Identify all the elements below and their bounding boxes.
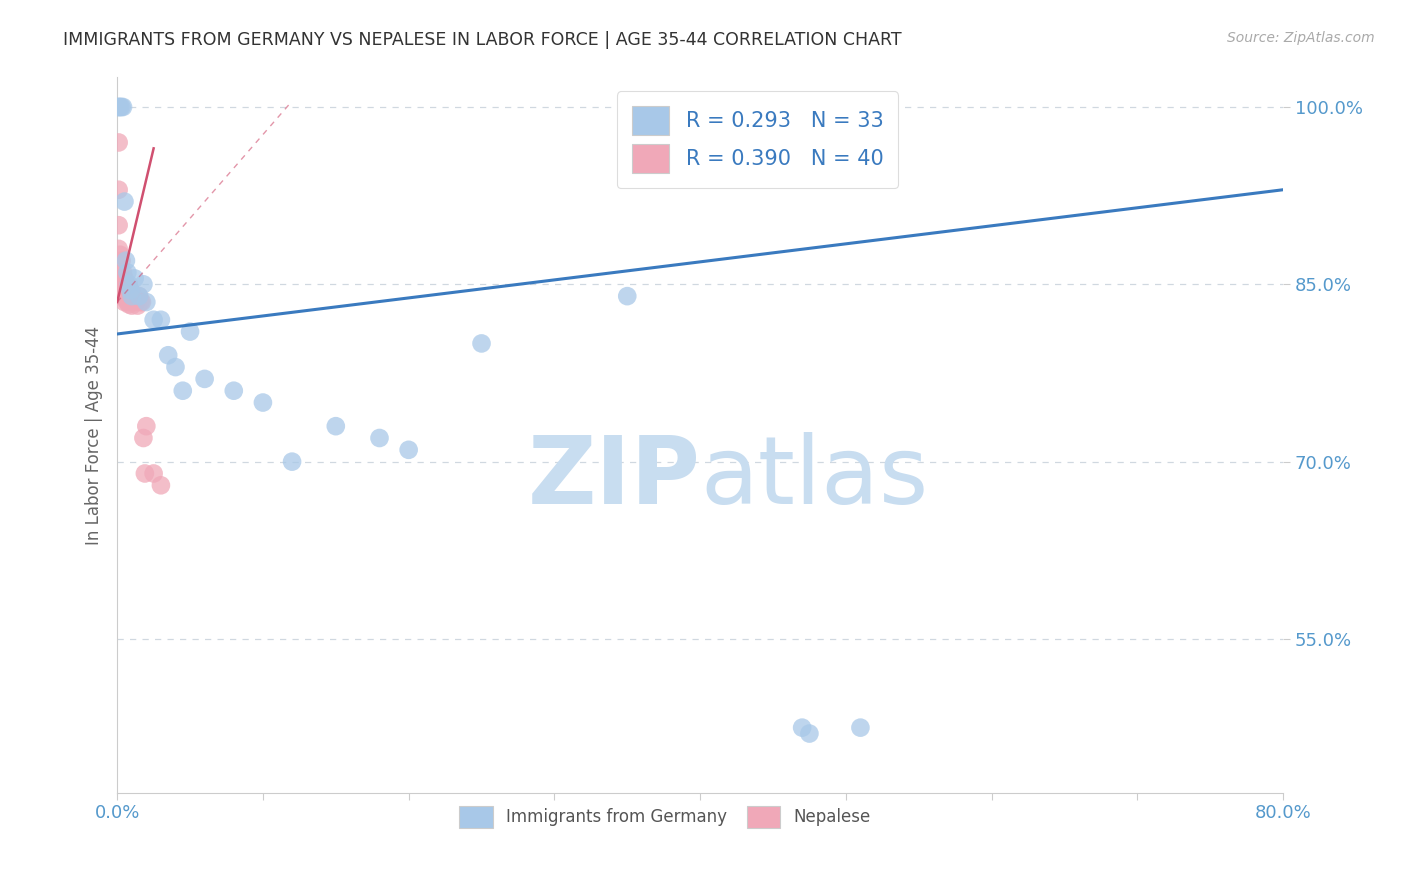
Point [124, 292, 146, 306]
Point [118, 277, 141, 292]
Point [114, 295, 136, 310]
Point [149, 313, 172, 327]
Point [194, 372, 217, 386]
Point [118, 297, 141, 311]
Point [110, 289, 132, 303]
Point [172, 384, 194, 398]
Point [114, 283, 136, 297]
Text: atlas: atlas [700, 432, 928, 524]
Point [107, 283, 129, 297]
Point [121, 285, 143, 300]
Point [114, 194, 136, 209]
Point [616, 289, 638, 303]
Point [110, 271, 132, 285]
Point [325, 419, 347, 434]
Point [122, 289, 145, 303]
Point [134, 467, 156, 481]
Point [117, 265, 139, 279]
Point [125, 295, 148, 310]
Point [179, 325, 201, 339]
Point [149, 478, 172, 492]
Point [120, 283, 142, 297]
Point [117, 283, 139, 297]
Point [120, 295, 142, 310]
Point [131, 295, 153, 310]
Point [111, 265, 134, 279]
Point [117, 295, 139, 310]
Point [132, 431, 155, 445]
Point [115, 277, 138, 292]
Point [115, 253, 138, 268]
Text: ZIP: ZIP [527, 432, 700, 524]
Point [118, 289, 141, 303]
Point [165, 360, 187, 375]
Text: IMMIGRANTS FROM GERMANY VS NEPALESE IN LABOR FORCE | AGE 35-44 CORRELATION CHART: IMMIGRANTS FROM GERMANY VS NEPALESE IN L… [63, 31, 901, 49]
Point [135, 295, 157, 310]
Point [107, 218, 129, 232]
Point [108, 289, 131, 303]
Legend: Immigrants from Germany, Nepalese: Immigrants from Germany, Nepalese [453, 799, 877, 834]
Point [107, 136, 129, 150]
Point [792, 721, 814, 735]
Point [368, 431, 391, 445]
Point [107, 100, 129, 114]
Point [121, 289, 143, 303]
Point [111, 100, 134, 114]
Point [142, 313, 165, 327]
Point [108, 248, 131, 262]
Point [398, 442, 420, 457]
Point [107, 100, 129, 114]
Point [111, 289, 134, 303]
Text: Source: ZipAtlas.com: Source: ZipAtlas.com [1227, 31, 1375, 45]
Point [115, 292, 138, 306]
Point [108, 271, 131, 285]
Point [110, 253, 132, 268]
Y-axis label: In Labor Force | Age 35-44: In Labor Force | Age 35-44 [86, 326, 103, 545]
Point [222, 384, 245, 398]
Point [107, 242, 129, 256]
Point [135, 419, 157, 434]
Point [129, 295, 152, 310]
Point [470, 336, 492, 351]
Point [127, 299, 149, 313]
Point [111, 277, 134, 292]
Point [108, 100, 131, 114]
Point [142, 467, 165, 481]
Point [118, 279, 141, 293]
Point [128, 289, 150, 303]
Point [849, 721, 872, 735]
Point [252, 395, 274, 409]
Point [107, 183, 129, 197]
Point [281, 455, 304, 469]
Point [799, 726, 821, 740]
Point [121, 299, 143, 313]
Point [157, 348, 180, 362]
Point [110, 100, 132, 114]
Point [132, 277, 155, 292]
Point [128, 289, 150, 303]
Point [124, 271, 146, 285]
Point [114, 271, 136, 285]
Point [120, 283, 142, 297]
